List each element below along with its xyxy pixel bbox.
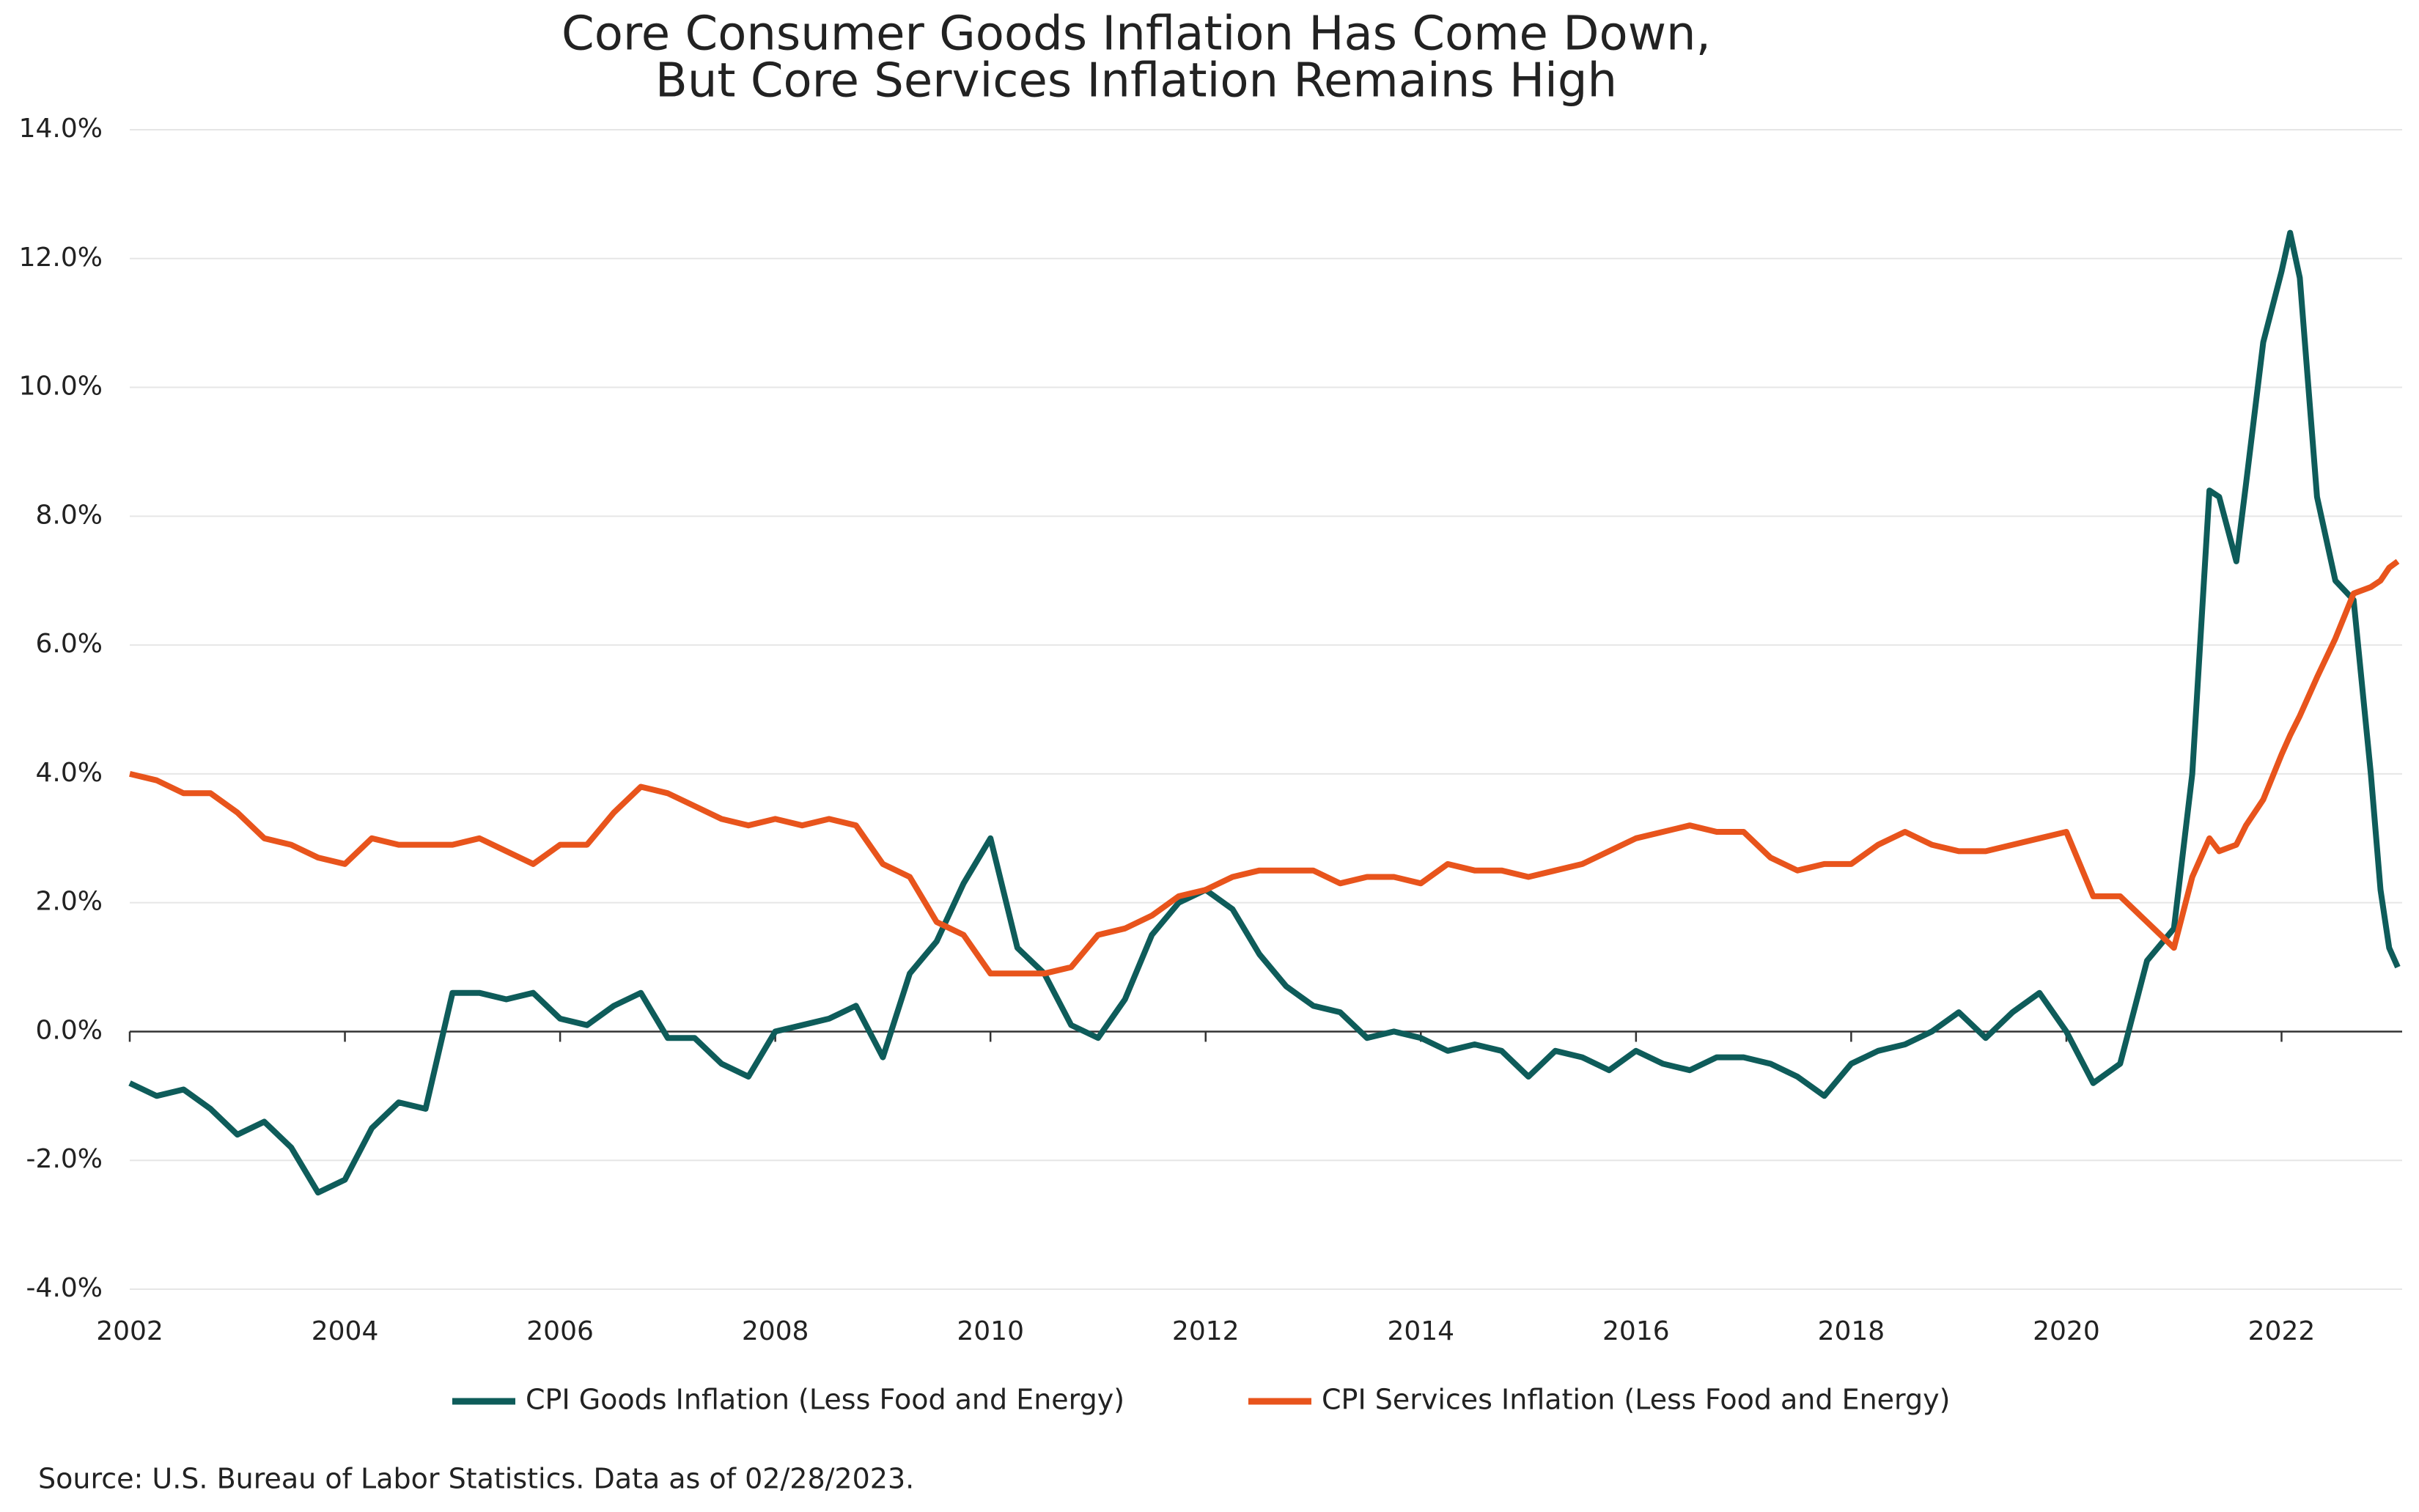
y-tick-label: 10.0% xyxy=(19,372,103,402)
y-tick-label: 8.0% xyxy=(36,500,103,530)
x-tick-label: 2022 xyxy=(2248,1316,2316,1346)
series-line xyxy=(128,229,2401,1196)
y-tick-label: -2.0% xyxy=(26,1144,103,1174)
x-tick-label: 2020 xyxy=(2033,1316,2100,1346)
x-tick-label: 2018 xyxy=(1818,1316,1885,1346)
x-tick-label: 2006 xyxy=(526,1316,594,1346)
x-tick-label: 2010 xyxy=(957,1316,1024,1346)
chart-title: But Core Services Inflation Remains High xyxy=(655,54,1617,108)
y-tick-label: 14.0% xyxy=(19,114,103,144)
chart-title: Core Consumer Goods Inflation Has Come D… xyxy=(562,7,1711,62)
y-tick-label: 0.0% xyxy=(36,1015,103,1045)
series-line xyxy=(129,558,2400,977)
x-tick-label: 2008 xyxy=(742,1316,809,1346)
x-tick-label: 2014 xyxy=(1387,1316,1454,1346)
y-tick-label: -4.0% xyxy=(26,1273,103,1303)
y-tick-label: 12.0% xyxy=(19,243,103,273)
x-tick-label: 2012 xyxy=(1172,1316,1240,1346)
source-note: Source: U.S. Bureau of Labor Statistics.… xyxy=(38,1463,914,1495)
y-tick-label: 2.0% xyxy=(36,887,103,917)
x-tick-label: 2016 xyxy=(1602,1316,1670,1346)
legend-label: CPI Goods Inflation (Less Food and Energ… xyxy=(526,1384,1124,1416)
x-tick-label: 2004 xyxy=(312,1316,379,1346)
y-tick-label: 4.0% xyxy=(36,758,103,788)
legend-label: CPI Services Inflation (Less Food and En… xyxy=(1322,1384,1950,1416)
x-tick-label: 2002 xyxy=(96,1316,163,1346)
y-tick-label: 6.0% xyxy=(36,629,103,659)
